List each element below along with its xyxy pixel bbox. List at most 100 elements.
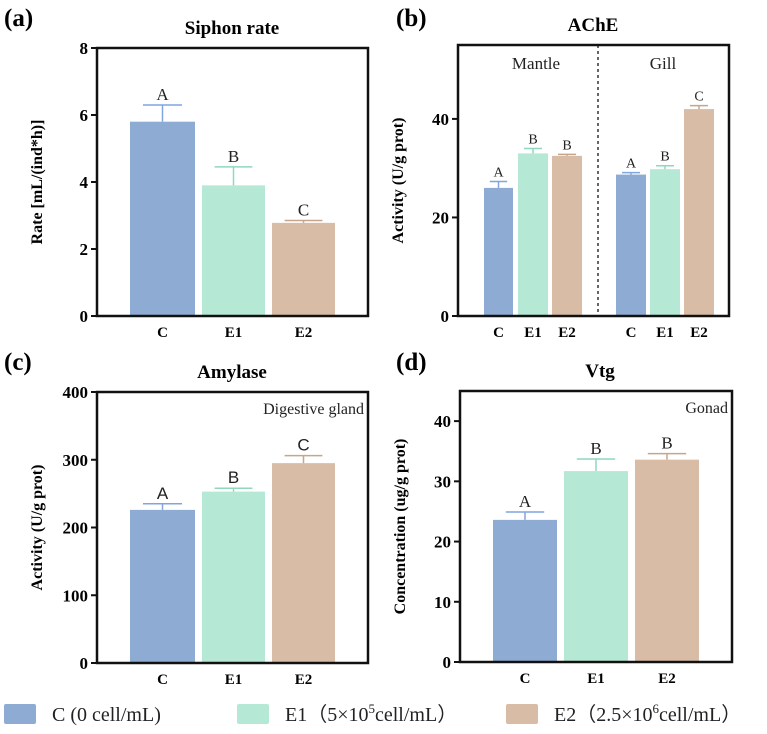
annotation: Gonad bbox=[685, 400, 728, 417]
y-tick-label: 8 bbox=[80, 39, 89, 58]
significance-letter: B bbox=[590, 439, 601, 458]
bar-E1 bbox=[202, 185, 265, 316]
y-tick-label: 6 bbox=[80, 106, 89, 125]
bar-E2 bbox=[272, 463, 335, 663]
y-axis-label: Concentration (ug/g prot) bbox=[392, 439, 409, 615]
legend-text-prefix: E2（2.5×10 bbox=[554, 703, 653, 726]
y-tick-label: 30 bbox=[434, 472, 451, 491]
panel-label: (c) bbox=[4, 349, 32, 376]
significance-letter: B bbox=[228, 147, 239, 166]
y-tick-label: 0 bbox=[443, 653, 452, 672]
y-tick-label: 20 bbox=[432, 208, 449, 227]
x-tick-label: C bbox=[520, 671, 531, 687]
legend-label-E1: E1（5×105cell/mL） bbox=[285, 701, 457, 726]
bar-E2 bbox=[272, 222, 335, 316]
legend-text-prefix: E1（5×10 bbox=[285, 703, 369, 726]
significance-letter: C bbox=[298, 201, 309, 220]
x-tick-label: E1 bbox=[524, 325, 542, 341]
plot-frame bbox=[95, 46, 370, 318]
significance-letter: A bbox=[626, 157, 637, 172]
legend-label-E2: E2（2.5×106cell/mL） bbox=[554, 701, 741, 726]
x-tick-label: C bbox=[157, 325, 168, 341]
legend: C (0 cell/mL) E1（5×105cell/mL） E2（2.5×106c… bbox=[4, 701, 741, 726]
significance-letter: C bbox=[694, 90, 703, 105]
legend-text-suffix: cell/mL） bbox=[659, 703, 741, 726]
legend-superscript: 6 bbox=[653, 701, 660, 716]
significance-letter: B bbox=[562, 138, 571, 153]
y-tick-label: 0 bbox=[441, 307, 450, 326]
chart-panel-2: (c) Amylase Activity (U/g prot) 0 100 200 300 4… bbox=[4, 349, 370, 688]
x-tick-label: E2 bbox=[690, 325, 708, 341]
x-tick-label: C bbox=[493, 325, 504, 341]
bar-C bbox=[130, 121, 195, 316]
group-label: Mantle bbox=[512, 54, 560, 73]
x-tick-label: C bbox=[626, 325, 637, 341]
chart-title: Amylase bbox=[197, 362, 267, 383]
bar-C bbox=[493, 519, 557, 662]
bar-E2 bbox=[635, 459, 699, 662]
significance-letter: A bbox=[157, 484, 169, 503]
significance-letter: A bbox=[519, 492, 532, 511]
chart-title: AChE bbox=[568, 15, 619, 36]
plot-frame bbox=[456, 43, 731, 318]
x-tick-label: E2 bbox=[658, 671, 676, 687]
legend-text: C (0 cell/mL) bbox=[52, 704, 161, 726]
y-tick-label: 40 bbox=[432, 110, 449, 129]
bar-C bbox=[484, 187, 513, 316]
x-tick-label: E2 bbox=[558, 325, 576, 341]
annotation: Digestive gland bbox=[263, 401, 364, 418]
significance-letter: B bbox=[661, 434, 672, 453]
y-tick-label: 300 bbox=[63, 451, 89, 470]
bar-E1 bbox=[650, 169, 680, 316]
y-tick-label: 10 bbox=[434, 593, 451, 612]
significance-letter: A bbox=[493, 165, 504, 180]
legend-swatch-E1 bbox=[237, 704, 269, 724]
significance-letter: B bbox=[660, 150, 669, 165]
bar-E1 bbox=[564, 471, 628, 662]
y-axis-label: Activity (U/g prot) bbox=[29, 465, 46, 591]
legend-swatch-C bbox=[4, 704, 36, 724]
legend-swatch-E2 bbox=[506, 704, 538, 724]
x-tick-label: E2 bbox=[295, 672, 313, 688]
legend-text-suffix: cell/mL） bbox=[375, 703, 457, 726]
y-tick-label: 0 bbox=[80, 307, 89, 326]
x-tick-label: C bbox=[157, 672, 168, 688]
bar-C bbox=[616, 174, 646, 316]
y-tick-label: 20 bbox=[434, 533, 451, 552]
panel-label: (b) bbox=[396, 5, 427, 32]
y-tick-label: 200 bbox=[63, 519, 89, 538]
significance-letter: B bbox=[228, 468, 239, 487]
y-tick-label: 2 bbox=[80, 240, 89, 259]
y-tick-label: 40 bbox=[434, 412, 451, 431]
x-tick-label: E1 bbox=[225, 325, 243, 341]
significance-letter: C bbox=[297, 436, 309, 455]
chart-panel-3: (d) Vtg Concentration (ug/g prot) 0 10 20 30 40… bbox=[392, 349, 734, 687]
legend-superscript: 5 bbox=[369, 701, 376, 716]
panel-label: (a) bbox=[4, 5, 33, 32]
x-tick-label: E1 bbox=[225, 672, 243, 688]
y-tick-label: 400 bbox=[63, 383, 89, 402]
x-tick-label: E1 bbox=[587, 671, 605, 687]
x-tick-label: E2 bbox=[295, 325, 313, 341]
significance-letter: A bbox=[156, 85, 169, 104]
bar-E1 bbox=[202, 491, 265, 663]
bar-E2 bbox=[552, 155, 582, 316]
y-tick-label: 0 bbox=[80, 654, 89, 673]
chart-title: Siphon rate bbox=[185, 18, 280, 39]
x-tick-label: E1 bbox=[656, 325, 674, 341]
y-axis-label: Activity (U/g prot) bbox=[390, 118, 407, 244]
y-axis-label: Rate [mL/(ind*h)] bbox=[29, 120, 46, 245]
significance-letter: B bbox=[528, 132, 537, 147]
plot-frame bbox=[458, 389, 734, 664]
legend-label-C: C (0 cell/mL) bbox=[52, 704, 161, 726]
panel-label: (d) bbox=[396, 349, 427, 376]
group-label: Gill bbox=[650, 54, 677, 73]
chart-panel-1: (b) AChE Activity (U/g prot) 0 20 40 Mantle A C B… bbox=[390, 5, 731, 341]
bar-E1 bbox=[518, 153, 548, 316]
plot-frame bbox=[95, 390, 370, 665]
chart-title: Vtg bbox=[585, 361, 615, 382]
y-tick-label: 4 bbox=[80, 173, 89, 192]
chart-panel-0: (a) Siphon rate Rate [mL/(ind*h)] 0 2 4 6 8 A C B E… bbox=[4, 5, 370, 341]
bar-E2 bbox=[684, 109, 714, 317]
